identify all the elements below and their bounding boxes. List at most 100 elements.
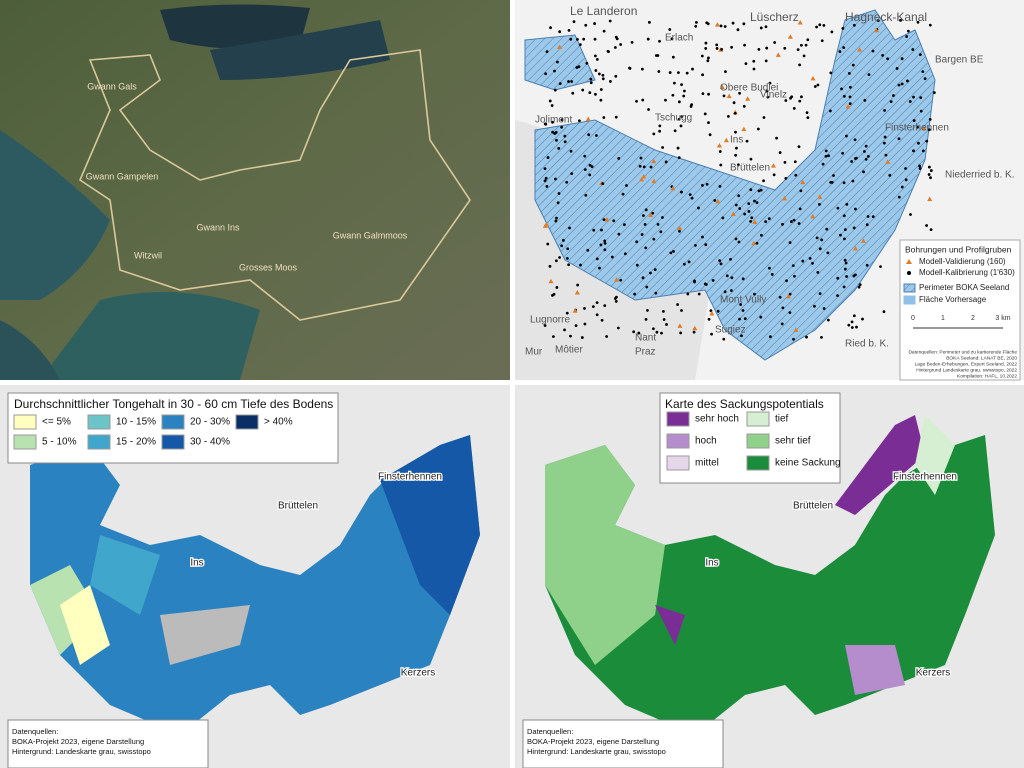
calibration-point	[558, 30, 562, 34]
calibration-point	[701, 184, 704, 187]
calibration-point	[904, 178, 908, 182]
calibration-point	[862, 150, 866, 153]
calibration-point	[757, 47, 761, 51]
calibration-point	[735, 146, 738, 150]
calibration-point	[883, 135, 887, 139]
calibration-point	[642, 165, 646, 169]
calibration-point	[734, 203, 738, 207]
calibration-point	[632, 330, 636, 334]
calibration-point	[602, 29, 606, 33]
calibration-point	[818, 203, 821, 206]
calibration-point	[842, 94, 846, 98]
calibration-point	[637, 331, 641, 335]
validation-point	[574, 290, 580, 295]
calibration-point	[850, 160, 854, 163]
calibration-point	[749, 157, 753, 161]
source-line: BOKA-Projekt 2023, eigene Darstellung	[12, 737, 144, 746]
calibration-point	[737, 194, 741, 198]
validation-point	[885, 159, 891, 164]
calibration-point	[661, 216, 664, 219]
calibration-point	[546, 242, 550, 246]
validation-point	[873, 27, 879, 33]
calibration-point	[558, 256, 562, 259]
calibration-point	[543, 167, 547, 171]
calibration-point	[881, 53, 885, 57]
calibration-point	[680, 190, 683, 194]
calibration-point	[797, 145, 801, 149]
calibration-point	[783, 46, 787, 50]
calibration-point	[554, 219, 558, 223]
calibration-point	[770, 273, 774, 276]
calibration-point	[644, 317, 648, 321]
calibration-point	[797, 222, 801, 225]
calibration-point	[721, 216, 725, 220]
calibration-point	[713, 198, 717, 202]
calibration-point	[826, 251, 830, 255]
legend-label: Modell-Kalibrierung (1'630)	[919, 268, 1015, 277]
place-label: Kerzers	[916, 668, 950, 679]
calibration-point	[718, 259, 722, 263]
calibration-point	[548, 264, 552, 268]
calibration-point	[818, 23, 822, 27]
place-label: Gwann Ins	[196, 222, 240, 232]
calibration-point	[656, 54, 660, 57]
calibration-point	[594, 92, 597, 96]
calibration-point	[563, 134, 567, 138]
calibration-point	[805, 335, 808, 339]
calibration-point	[747, 210, 751, 213]
calibration-point	[583, 322, 587, 326]
calibration-point	[701, 92, 705, 96]
calibration-point	[843, 228, 847, 232]
calibration-point	[680, 115, 684, 119]
calibration-point	[545, 185, 549, 188]
calibration-point	[836, 294, 839, 298]
calibration-point	[563, 140, 567, 144]
calibration-point	[610, 255, 614, 259]
clay-panel: Durchschnittlicher Tongehalt in 30 - 60 …	[0, 385, 510, 768]
calibration-point	[588, 163, 592, 167]
validation-point	[751, 240, 757, 246]
calibration-point	[704, 41, 708, 45]
validation-point	[723, 137, 729, 143]
calibration-point	[722, 94, 726, 98]
calibration-point	[569, 334, 572, 338]
legend-label: <= 5%	[42, 417, 71, 428]
calibration-point	[570, 172, 574, 175]
validation-point	[810, 75, 816, 81]
calibration-point	[561, 238, 565, 242]
calibration-point	[821, 162, 825, 166]
calibration-point	[593, 37, 597, 41]
legend-label: tief	[775, 414, 789, 425]
calibration-point	[608, 19, 612, 23]
calibration-point	[658, 124, 662, 128]
calibration-point	[798, 207, 802, 211]
calibration-point	[853, 138, 857, 142]
overview-panel: Le Landeron Lüscherz Hagneck-Kanal Erlach Ba…	[515, 0, 1024, 381]
calibration-point	[708, 133, 712, 137]
calibration-point	[588, 91, 592, 95]
calibration-point	[679, 331, 683, 335]
calibration-point	[900, 82, 904, 86]
validation-point	[775, 52, 781, 57]
calibration-point	[802, 54, 806, 58]
calibration-point	[688, 193, 692, 197]
calibration-point	[641, 276, 645, 280]
calibration-point	[842, 46, 846, 49]
calibration-point	[715, 47, 719, 50]
legend-swatch	[746, 411, 770, 427]
calibration-point	[820, 238, 824, 242]
calibration-point	[557, 146, 561, 150]
legend-label: Perimeter BOKA Seeland	[919, 283, 1009, 292]
calibration-point	[847, 323, 851, 327]
calibration-point	[764, 59, 768, 63]
calibration-point	[607, 50, 610, 54]
calibration-point	[840, 87, 843, 91]
calibration-point	[876, 19, 880, 23]
calibration-point	[619, 278, 623, 282]
calibration-point	[641, 214, 645, 217]
calibration-point	[767, 217, 771, 221]
calibration-point	[854, 207, 857, 211]
calibration-point	[560, 125, 564, 129]
calibration-point	[558, 82, 562, 86]
calibration-point	[633, 292, 637, 296]
